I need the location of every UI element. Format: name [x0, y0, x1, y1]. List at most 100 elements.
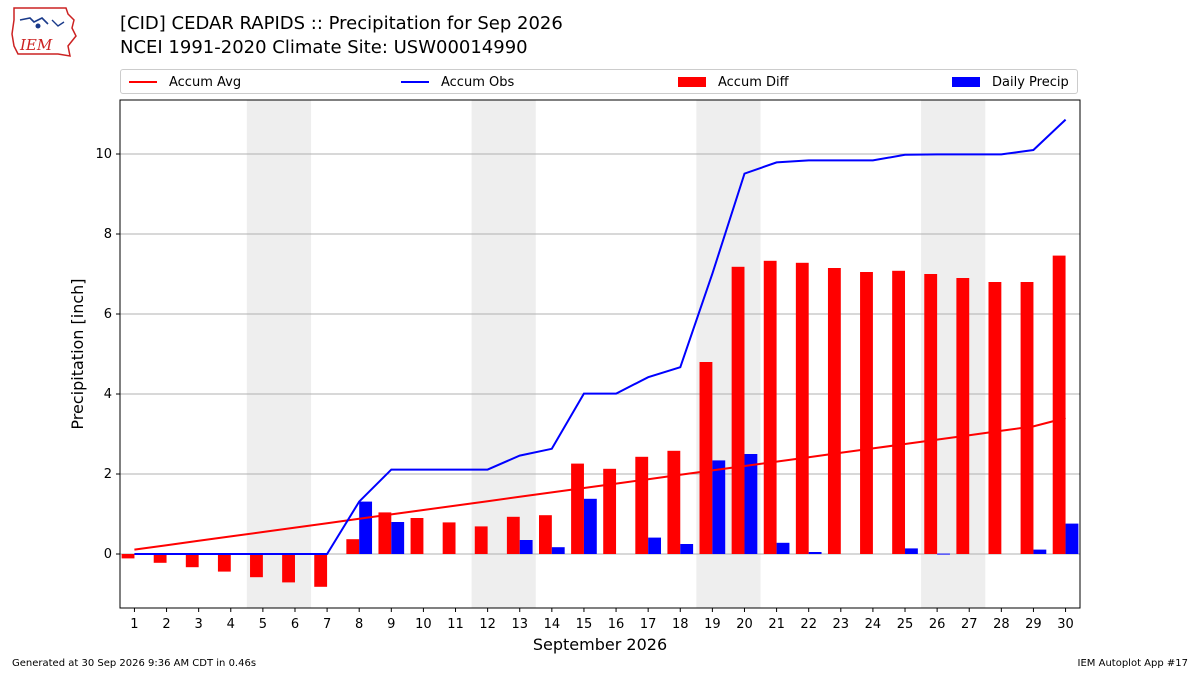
chart-title: [CID] CEDAR RAPIDS :: Precipitation for …: [120, 12, 563, 60]
bar-daily-precip-day-13: [519, 540, 533, 554]
bar-accum-diff-day-3: [185, 554, 199, 568]
x-tick-label-16: 16: [608, 617, 625, 632]
x-tick-label-2: 2: [162, 617, 170, 632]
svg-text:IEM: IEM: [19, 36, 53, 54]
legend-label-accum-diff: Accum Diff: [718, 74, 789, 90]
bar-daily-precip-day-19: [712, 460, 726, 554]
legend-swatch-accum-obs: [401, 81, 429, 83]
y-tick-label-8: 8: [104, 227, 112, 242]
legend-swatch-accum-avg: [129, 81, 157, 83]
x-tick-label-11: 11: [447, 617, 464, 632]
bar-daily-precip-day-26: [937, 553, 950, 555]
x-tick-label-8: 8: [355, 617, 363, 632]
weekend-shade-1: [471, 100, 536, 608]
bar-accum-diff-day-13: [506, 516, 520, 554]
x-tick-label-7: 7: [323, 617, 331, 632]
bar-accum-diff-day-5: [250, 554, 263, 578]
bar-accum-diff-day-30: [1052, 255, 1066, 554]
legend-item-daily-precip: Daily Precip: [952, 73, 1069, 91]
bar-daily-precip-day-30: [1065, 523, 1079, 554]
y-tick-label-6: 6: [104, 307, 112, 322]
x-tick-label-17: 17: [640, 617, 657, 632]
x-tick-label-14: 14: [544, 617, 561, 632]
bar-accum-diff-day-12: [474, 526, 488, 554]
legend-swatch-daily-precip: [952, 77, 980, 87]
bar-accum-diff-day-2: [153, 554, 167, 563]
x-tick-label-13: 13: [511, 617, 528, 632]
bar-daily-precip-day-17: [648, 537, 662, 554]
title-line-1: [CID] CEDAR RAPIDS :: Precipitation for …: [120, 13, 563, 34]
y-axis-label: Precipitation [inch]: [68, 278, 87, 429]
x-tick-label-4: 4: [227, 617, 235, 632]
x-tick-label-28: 28: [993, 617, 1010, 632]
x-tick-label-9: 9: [387, 617, 395, 632]
legend-item-accum-diff: Accum Diff: [678, 73, 789, 91]
bar-accum-diff-day-28: [988, 282, 1002, 554]
bar-accum-diff-day-1: [121, 554, 135, 559]
x-tick-label-21: 21: [768, 617, 785, 632]
x-tick-label-27: 27: [961, 617, 978, 632]
title-line-2: NCEI 1991-2020 Climate Site: USW00014990: [120, 37, 528, 58]
bar-accum-diff-day-29: [1020, 282, 1034, 554]
bar-accum-diff-day-18: [667, 450, 681, 554]
legend-item-accum-avg: Accum Avg: [129, 73, 241, 91]
x-tick-label-22: 22: [800, 617, 817, 632]
bar-accum-diff-day-6: [282, 554, 295, 583]
bar-accum-diff-day-4: [217, 554, 231, 572]
bar-accum-diff-day-16: [603, 468, 617, 554]
bar-daily-precip-day-25: [905, 548, 918, 554]
bar-accum-diff-day-8: [346, 539, 360, 554]
bar-accum-diff-day-27: [956, 278, 970, 554]
x-tick-label-25: 25: [897, 617, 914, 632]
legend-swatch-accum-diff: [678, 77, 706, 87]
weekend-shade-0: [246, 100, 312, 608]
x-tick-label-19: 19: [704, 617, 721, 632]
bar-accum-diff-day-22: [795, 262, 809, 554]
bar-accum-diff-day-15: [571, 463, 584, 554]
bar-daily-precip-day-21: [776, 542, 790, 554]
bar-daily-precip-day-14: [551, 547, 565, 554]
bar-accum-diff-day-25: [892, 270, 906, 554]
bar-accum-diff-day-9: [378, 512, 392, 554]
x-tick-label-18: 18: [672, 617, 689, 632]
iem-logo: IEM: [11, 7, 77, 57]
x-tick-label-3: 3: [195, 617, 203, 632]
bar-accum-diff-day-11: [442, 522, 456, 554]
x-axis-label: September 2026: [533, 635, 667, 654]
bar-accum-diff-day-10: [410, 518, 424, 554]
x-tick-label-30: 30: [1057, 617, 1074, 632]
bar-accum-diff-day-21: [763, 260, 777, 554]
x-tick-label-20: 20: [736, 617, 753, 632]
x-tick-label-12: 12: [479, 617, 496, 632]
bar-daily-precip-day-8: [359, 501, 373, 554]
x-tick-label-5: 5: [259, 617, 267, 632]
line-accum-obs: [134, 118, 1067, 555]
bar-accum-diff-day-23: [827, 268, 841, 554]
legend-label-accum-obs: Accum Obs: [441, 74, 515, 90]
bar-daily-precip-day-18: [680, 544, 694, 554]
legend-label-daily-precip: Daily Precip: [992, 74, 1069, 90]
bar-daily-precip-day-9: [391, 522, 405, 554]
app-note: IEM Autoplot App #17: [1077, 658, 1188, 669]
bar-accum-diff-day-26: [924, 274, 938, 554]
bar-accum-diff-day-24: [860, 272, 873, 554]
y-tick-label-4: 4: [104, 387, 112, 402]
x-tick-label-1: 1: [130, 617, 138, 632]
x-tick-label-26: 26: [929, 617, 946, 632]
x-tick-label-29: 29: [1025, 617, 1042, 632]
bar-accum-diff-day-17: [635, 456, 649, 554]
legend: Accum Avg Accum Obs Accum Diff Daily Pre…: [120, 69, 1078, 94]
bar-daily-precip-day-22: [808, 552, 822, 554]
bar-daily-precip-day-15: [583, 498, 597, 554]
x-tick-label-24: 24: [865, 617, 882, 632]
bar-accum-diff-day-14: [538, 515, 552, 554]
x-tick-label-10: 10: [415, 617, 432, 632]
x-tick-label-6: 6: [291, 617, 299, 632]
legend-label-accum-avg: Accum Avg: [169, 74, 242, 90]
legend-item-accum-obs: Accum Obs: [401, 73, 514, 91]
bar-daily-precip-day-20: [744, 454, 758, 554]
generated-note: Generated at 30 Sep 2026 9:36 AM CDT in …: [12, 658, 257, 669]
y-tick-label-10: 10: [95, 147, 112, 162]
line-accum-avg: [134, 417, 1066, 551]
